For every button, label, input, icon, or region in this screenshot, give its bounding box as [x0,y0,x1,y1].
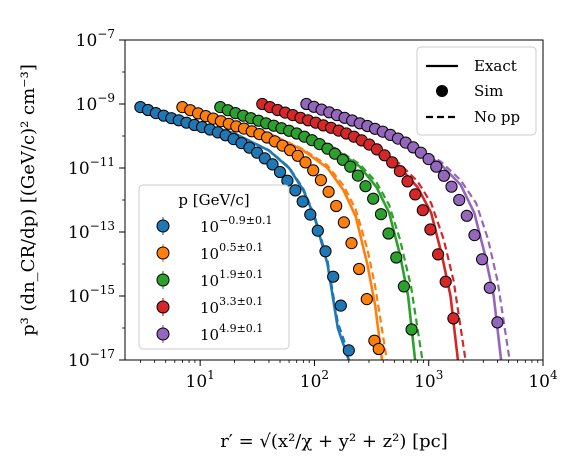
sim-point-3 [447,312,460,325]
sim-point-3 [409,188,422,201]
x-tick-label: 102 [300,368,329,392]
sim-point-4 [422,153,435,166]
y-tick-label: 10−9 [76,91,115,115]
sim-point-3 [401,175,414,188]
sim-point-3 [432,248,445,261]
legend-marker-4 [156,327,170,341]
sim-point-4 [491,316,504,329]
sim-point-0 [319,245,332,258]
sim-point-0 [289,184,302,197]
sim-point-3 [386,156,399,169]
y-tick-label: 10−15 [68,283,115,307]
sim-point-1 [353,262,366,276]
sim-point-3 [439,275,452,288]
sim-point-2 [397,280,410,293]
legend-momentum-label-3: 103.3±0.1 [200,295,263,317]
nopp-curve-4 [305,102,511,360]
sim-point-1 [372,342,385,356]
sim-markers [134,97,504,357]
sim-point-2 [405,323,418,336]
sim-point-4 [483,281,496,294]
sim-point-4 [460,209,473,222]
y-axis-label: p³ (dn_CR/dp) [(GeV/c)² cm⁻³] [18,64,39,336]
sim-point-2 [374,208,388,221]
sim-point-1 [345,237,358,250]
sim-point-1 [322,185,335,198]
sim-point-1 [337,216,350,229]
plot-area [134,97,511,360]
sim-point-4 [453,193,466,207]
sim-point-2 [390,251,403,264]
sim-point-1 [299,156,312,169]
legend-momentum-label-2: 101.9±0.1 [200,268,263,290]
sim-point-2 [336,153,349,166]
sim-point-2 [382,227,395,240]
sim-point-1 [330,199,343,213]
y-tick-label: 10−17 [68,347,115,371]
sim-point-2 [351,169,364,182]
sim-point-4 [437,169,450,182]
legend-momentum-title: p [GeV/c] [178,191,249,209]
legend-marker-0 [156,219,170,233]
sim-point-1 [314,174,327,187]
sim-point-4 [476,253,489,266]
x-axis-label: r′ = √(x²/χ + y² + z²) [pc] [220,431,448,452]
sim-point-0 [273,165,287,179]
sim-point-1 [291,149,304,162]
sim-point-2 [359,180,372,193]
x-tick-label: 104 [528,368,558,392]
y-tick-label: 10−11 [68,155,115,179]
axes: 101 102 103 104 10−7 10−9 10−11 10−13 10−15 10−17 [68,27,558,392]
legend-marker-1 [156,246,170,260]
sim-point-0 [327,270,340,283]
sim-point-0 [304,208,317,221]
legend-marker-3 [156,300,170,314]
legend-exact-label: Exact [474,57,517,75]
sim-point-0 [342,344,355,357]
sim-point-0 [311,224,324,237]
y-tick-label: 10−7 [76,27,115,51]
legend-sim-swatch [436,85,448,97]
sim-point-3 [393,165,406,178]
legend-momentum-frame [138,184,290,350]
sim-point-0 [296,195,309,208]
legend-momentum-label-1: 100.5±0.1 [200,241,263,263]
sim-point-4 [468,229,481,242]
sim-point-0 [334,299,347,312]
sim-point-3 [378,149,391,162]
sim-point-3 [424,223,437,236]
sim-point-0 [266,158,279,171]
legend-marker-2 [156,273,170,287]
legend-nopp-label: No pp [474,108,520,126]
x-tick-label: 101 [186,368,215,392]
sim-point-2 [367,192,380,205]
legend-momentum-label-4: 104.9±0.1 [200,322,263,344]
legend-momentum: p [GeV/c] 10−0.9±0.1 100.5±0.1 101.9±0.1 10… [138,184,290,350]
legend-styles: Exact Sim No pp [416,46,537,136]
y-tick-label: 10−13 [68,219,115,243]
legend-momentum-label-0: 10−0.9±0.1 [200,214,273,236]
legend-styles-frame [416,46,537,136]
sim-point-4 [430,160,443,173]
sim-point-1 [360,293,373,306]
sim-point-2 [344,160,357,173]
sim-point-4 [445,180,458,193]
x-tick-label: 103 [414,368,443,392]
sim-point-3 [416,204,429,217]
legend-sim-label: Sim [474,82,503,100]
sim-point-1 [307,164,320,177]
